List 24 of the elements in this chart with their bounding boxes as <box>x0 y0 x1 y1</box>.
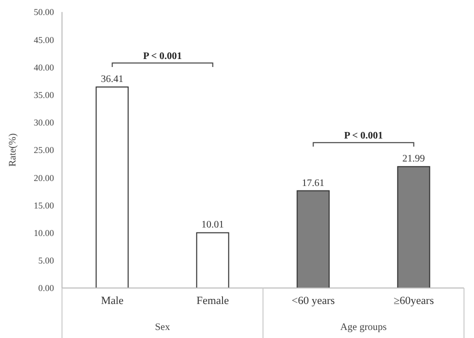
y-tick-label: 10.00 <box>34 228 54 238</box>
y-tick-label: 40.00 <box>34 62 54 72</box>
text: Sex <box>155 322 170 333</box>
x-tick-label: Female <box>196 294 230 307</box>
annotation: P < 0.001 <box>143 51 182 62</box>
annotation: P < 0.001 <box>344 130 383 142</box>
y-tick-label: 15.00 <box>34 200 54 210</box>
data-label: 17.61 <box>302 178 324 189</box>
y-axis-title: Rate(%) <box>8 133 19 167</box>
y-tick-label: 5.00 <box>38 256 54 266</box>
y-tick-label: 20.00 <box>34 172 54 183</box>
y-tick-label: 50.00 <box>34 7 54 18</box>
y-tick-label: 0.00 <box>38 283 54 294</box>
x-tick-label: <60 years <box>292 294 335 307</box>
text: Age groups <box>340 322 387 333</box>
y-tick-label: 25.00 <box>34 145 54 156</box>
data-label: 10.01 <box>201 220 224 231</box>
x-tick-label: ≥60years <box>394 294 434 307</box>
y-tick-label: 35.00 <box>34 90 54 100</box>
data-label: 36.41 <box>100 74 124 86</box>
y-tick-label: 45.00 <box>34 34 54 45</box>
x-tick-label: Male <box>100 294 124 307</box>
data-label: 21.99 <box>402 154 425 165</box>
y-tick-label: 30.00 <box>34 118 54 128</box>
